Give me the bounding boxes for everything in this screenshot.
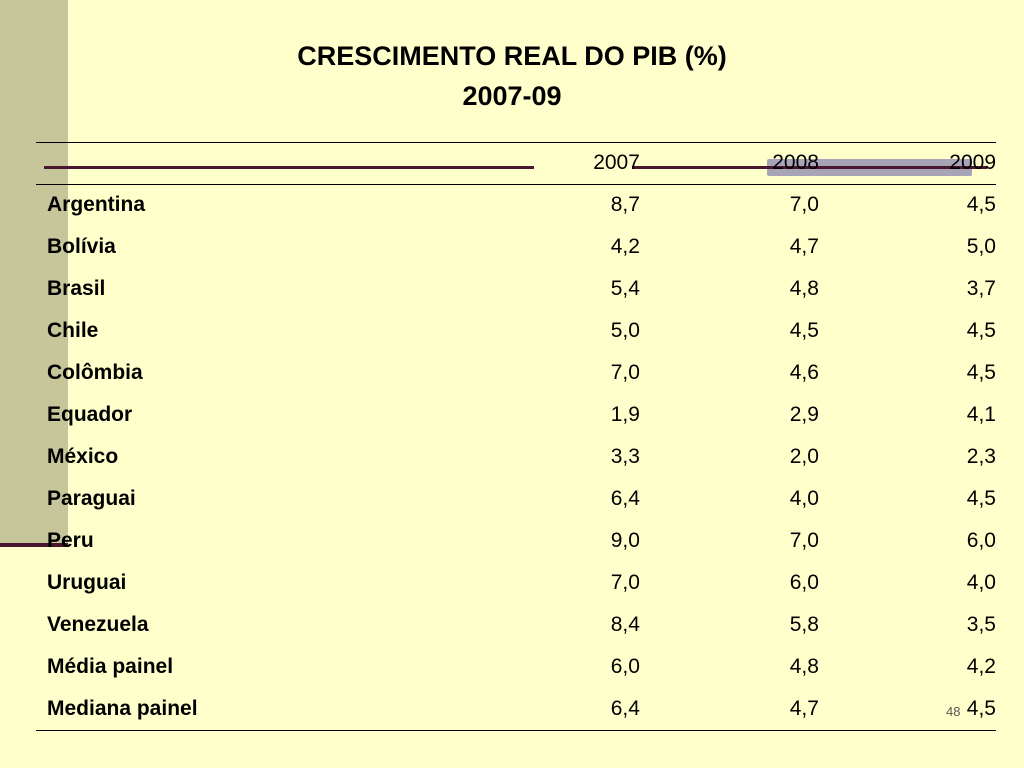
cell-value-2007: 3,3 xyxy=(610,445,640,468)
table-row: México 3,3 2,0 2,3 xyxy=(36,436,996,478)
cell-value-2007: 4,2 xyxy=(610,235,640,258)
cell-value-2008: 4,0 xyxy=(789,487,819,510)
table-row: Colômbia 7,0 4,6 4,5 xyxy=(36,352,996,394)
cell-value-2007: 5,4 xyxy=(610,277,640,300)
cell-value-2008: 4,6 xyxy=(789,361,819,384)
column-header-2007: 2007 xyxy=(593,151,640,174)
header-decor-line-left xyxy=(44,166,534,169)
cell-value-2009: 4,5 xyxy=(966,487,996,510)
gdp-growth-table: 2007 2008 2009 Argentina 8,7 7,0 4,5 Bolívia… xyxy=(36,142,996,730)
cell-value-2008: 4,7 xyxy=(789,235,819,258)
cell-value-2007: 7,0 xyxy=(610,361,640,384)
row-label: Uruguai xyxy=(47,571,127,594)
cell-value-2009: 2,3 xyxy=(966,445,996,468)
cell-value-2007: 6,4 xyxy=(610,697,640,720)
table-row: Bolívia 4,2 4,7 5,0 xyxy=(36,226,996,268)
cell-value-2008: 5,8 xyxy=(789,613,819,636)
cell-value-2008: 2,9 xyxy=(789,403,819,426)
row-label: Equador xyxy=(47,403,133,426)
table-row: Chile 5,0 4,5 4,5 xyxy=(36,310,996,352)
table-header-row: 2007 2008 2009 xyxy=(36,142,996,184)
row-label: Venezuela xyxy=(47,613,149,636)
side-decor-bar xyxy=(0,0,68,545)
cell-value-2009: 4,2 xyxy=(966,655,996,678)
cell-value-2009: 5,0 xyxy=(966,235,996,258)
table-row: Média painel 6,0 4,8 4,2 xyxy=(36,646,996,688)
title-line-2: 2007-09 xyxy=(462,81,562,111)
table-row: Venezuela 8,4 5,8 3,5 xyxy=(36,604,996,646)
cell-value-2007: 9,0 xyxy=(610,529,640,552)
cell-value-2008: 2,0 xyxy=(789,445,819,468)
cell-value-2009: 6,0 xyxy=(966,529,996,552)
row-label: Peru xyxy=(47,529,94,552)
cell-value-2009: 4,0 xyxy=(966,571,996,594)
cell-value-2008: 6,0 xyxy=(789,571,819,594)
cell-value-2008: 4,8 xyxy=(789,655,819,678)
row-label: Paraguai xyxy=(47,487,136,510)
cell-value-2009: 4,5 xyxy=(966,193,996,216)
cell-value-2007: 6,0 xyxy=(610,655,640,678)
column-header-country xyxy=(36,142,465,184)
row-label: Chile xyxy=(47,319,99,342)
table-row: Equador 1,9 2,9 4,1 xyxy=(36,394,996,436)
cell-value-2008: 7,0 xyxy=(789,529,819,552)
cell-value-2009: 4,1 xyxy=(966,403,996,426)
table-header-rule xyxy=(36,184,996,185)
row-label: Argentina xyxy=(47,193,146,216)
table-row: Argentina 8,7 7,0 4,5 xyxy=(36,184,996,226)
cell-value-2007: 6,4 xyxy=(610,487,640,510)
cell-value-2008: 4,7 xyxy=(789,697,819,720)
cell-value-2007: 8,4 xyxy=(610,613,640,636)
header-decor-line-right xyxy=(632,166,987,169)
cell-value-2007: 5,0 xyxy=(610,319,640,342)
row-label: Brasil xyxy=(47,277,106,300)
cell-value-2007: 8,7 xyxy=(610,193,640,216)
cell-value-2008: 4,8 xyxy=(789,277,819,300)
table-top-rule xyxy=(36,142,996,143)
title-line-1: CRESCIMENTO REAL DO PIB (%) xyxy=(297,41,727,71)
cell-value-2009: 3,5 xyxy=(966,613,996,636)
table-bottom-rule xyxy=(36,730,996,731)
table-row: Peru 9,0 7,0 6,0 xyxy=(36,520,996,562)
table-row: Mediana painel 6,4 4,7 4,5 xyxy=(36,688,996,730)
page-number: 48 xyxy=(946,704,961,719)
cell-value-2008: 7,0 xyxy=(789,193,819,216)
row-label: Bolívia xyxy=(47,235,116,258)
table-row: Paraguai 6,4 4,0 4,5 xyxy=(36,478,996,520)
cell-value-2008: 4,5 xyxy=(789,319,819,342)
row-label: Colômbia xyxy=(47,361,143,384)
cell-value-2009: 3,7 xyxy=(966,277,996,300)
row-label: Média painel xyxy=(47,655,174,678)
cell-value-2007: 1,9 xyxy=(610,403,640,426)
column-header-2008: 2008 xyxy=(772,151,819,174)
side-decor-line xyxy=(0,543,68,547)
table-row: Brasil 5,4 4,8 3,7 xyxy=(36,268,996,310)
row-label: Mediana painel xyxy=(47,697,198,720)
cell-value-2009: 4,5 xyxy=(966,319,996,342)
column-header-2009: 2009 xyxy=(949,151,996,174)
cell-value-2009: 4,5 xyxy=(966,697,996,720)
cell-value-2007: 7,0 xyxy=(610,571,640,594)
row-label: México xyxy=(47,445,119,468)
slide-title: CRESCIMENTO REAL DO PIB (%) 2007-09 xyxy=(0,36,1024,116)
table-row: Uruguai 7,0 6,0 4,0 xyxy=(36,562,996,604)
cell-value-2009: 4,5 xyxy=(966,361,996,384)
